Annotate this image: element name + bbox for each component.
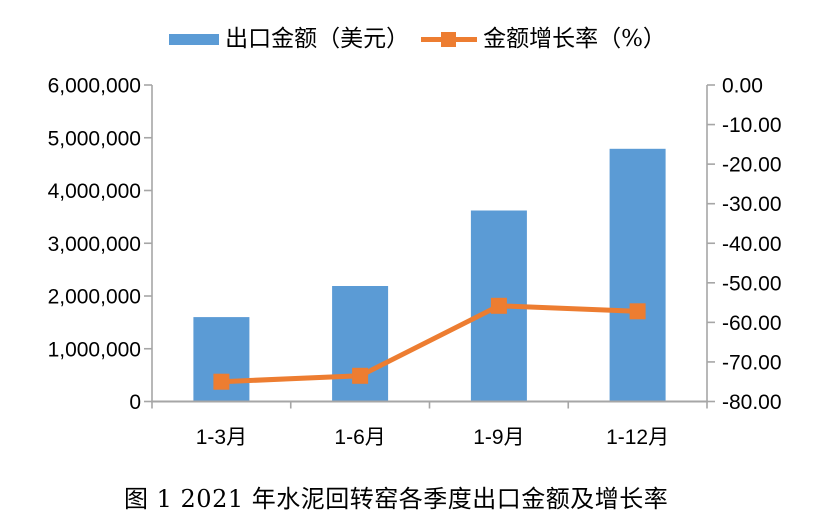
legend-label-export-amount: 出口金额（美元） [225,26,410,52]
y-axis-left-label: 4,000,000 [48,180,141,203]
legend-item-export-amount: 出口金额（美元） [169,25,409,53]
growth-rate-line [218,303,641,385]
y-axis-right-label: -40.00 [722,233,782,256]
growth-rate-marker-1-6月 [352,367,369,384]
y-axis-right-label: -50.00 [722,272,782,295]
figure-caption: 图 1 2021 年水泥回转窑各季度出口金额及增长率 [124,485,669,513]
y-axis-right-label: -60.00 [722,312,782,335]
y-axis-left-label: 6,000,000 [48,75,141,98]
x-axis-label: 1-12月 [606,426,669,449]
y-axis-left-label: 1,000,000 [48,338,141,361]
y-axis-right-label: -80.00 [722,391,782,414]
combo-chart-plot: 6,000,000 5,000,000 4,000,000 3,000,000 2,00… [48,75,782,450]
y-axis-right-label: -30.00 [722,193,782,216]
legend-item-growth-rate: 金额增长率（%） [421,25,666,53]
y-axis-left-label: 3,000,000 [48,233,141,256]
legend-label-growth-rate: 金额增长率（%） [483,26,666,52]
y-axis-right-label: -10.00 [722,114,782,137]
x-axis-label: 1-6月 [334,426,385,449]
x-axis-label: 1-9月 [473,426,524,449]
y-axis-right-label: 0.00 [722,75,763,98]
growth-rate-marker-1-9月 [490,297,507,314]
line-marker-swatch-icon [421,31,478,47]
y-axis-left-label: 5,000,000 [48,127,141,150]
bar-1-6月 [332,286,389,402]
chart-legend: 出口金额（美元） 金额增长率（%） [0,25,835,53]
bar-1-12月 [609,148,666,402]
bar-swatch-icon [169,33,220,45]
y-axis-right-label: -20.00 [722,154,782,177]
y-axis-right-label: -70.00 [722,351,782,374]
x-axis-label: 1-3月 [196,426,247,449]
growth-rate-marker-1-12月 [629,303,646,320]
growth-rate-marker-1-3月 [213,373,230,390]
legend-square-marker [441,31,457,47]
y-axis-left-label: 2,000,000 [48,286,141,309]
y-axis-left-label: 0 [129,391,141,414]
